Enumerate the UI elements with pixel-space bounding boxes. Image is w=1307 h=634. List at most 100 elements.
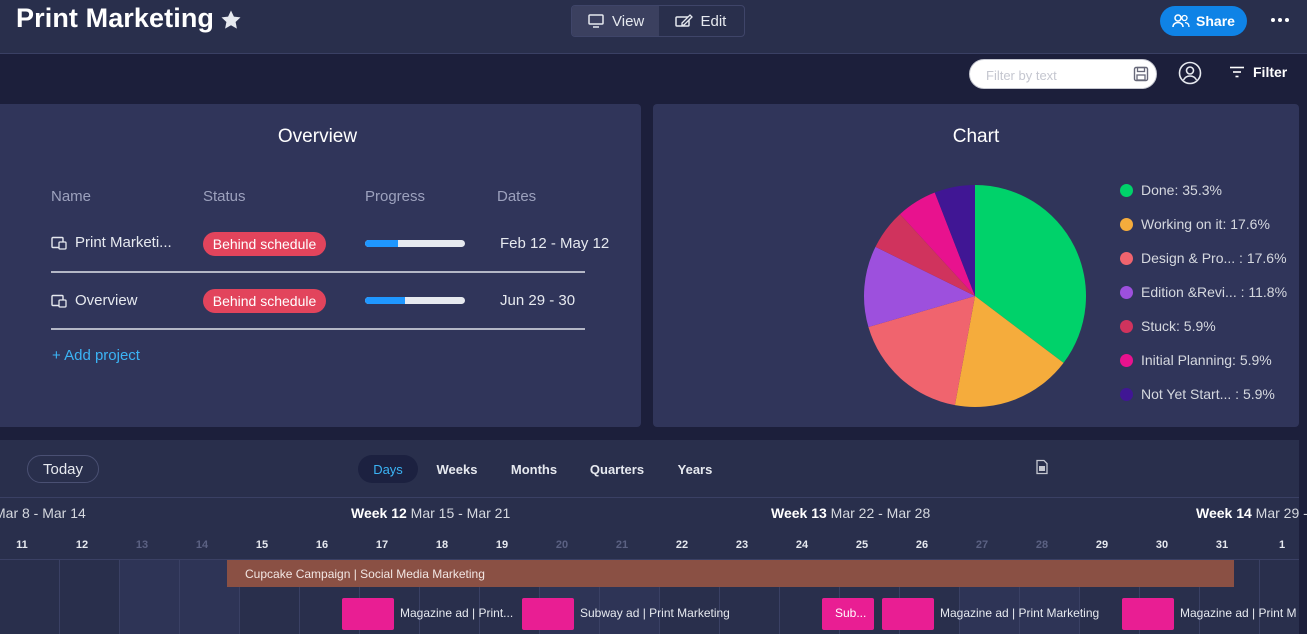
pie-slice-working-on-it[interactable]: [954, 296, 1064, 407]
today-button[interactable]: Today: [27, 455, 99, 483]
save-icon[interactable]: [1133, 66, 1149, 82]
person-filter-icon[interactable]: [1178, 61, 1202, 85]
filter-button[interactable]: Filter: [1229, 64, 1287, 80]
overview-title: Overview: [277, 126, 358, 147]
day-label: 11: [16, 539, 28, 551]
view-button[interactable]: View: [572, 6, 659, 36]
grid-line: [59, 560, 60, 634]
grid-line: [719, 560, 720, 634]
tab-days[interactable]: Days: [358, 455, 418, 483]
row-divider: [51, 328, 585, 330]
legend-label: Initial Planning: 5.9%: [1141, 352, 1272, 368]
grid-line: [959, 560, 960, 634]
tab-years[interactable]: Years: [677, 461, 713, 477]
project-row-name[interactable]: Overview: [51, 292, 138, 309]
day-label: 16: [315, 539, 329, 551]
day-label: 30: [1155, 539, 1169, 551]
monitor-icon: [588, 14, 604, 28]
pie-slice-done[interactable]: [975, 185, 1086, 363]
day-label: 20: [555, 539, 569, 551]
pie-slice-stuck[interactable]: [875, 214, 975, 296]
legend-label: Done: 35.3%: [1141, 182, 1222, 198]
grid-line: [299, 560, 300, 634]
star-icon[interactable]: [219, 8, 243, 32]
day-label: 1: [1278, 539, 1286, 551]
day-label: 19: [495, 539, 509, 551]
grid-line: [359, 560, 360, 634]
grid-line: [239, 560, 240, 634]
legend-label: Working on it: 17.6%: [1141, 216, 1270, 232]
row-divider: [51, 271, 585, 273]
filter-input[interactable]: [986, 66, 1126, 84]
more-options-button[interactable]: [1268, 10, 1292, 30]
filter-icon: [1230, 66, 1244, 78]
tab-months[interactable]: Months: [510, 461, 558, 477]
week-label: Week 13 Mar 22 - Mar 28: [771, 505, 931, 521]
grid-line: [899, 560, 900, 634]
status-badge[interactable]: Behind schedule: [203, 232, 326, 256]
export-icon[interactable]: [1034, 459, 1050, 475]
timeline-item-label: Magazine ad | Print...: [400, 606, 514, 620]
project-dates: Feb 12 - May 12: [500, 235, 610, 252]
legend-swatch: [1120, 217, 1133, 231]
day-label: 14: [195, 539, 209, 551]
tab-weeks[interactable]: Weeks: [436, 461, 478, 477]
edit-button[interactable]: Edit: [659, 6, 745, 36]
share-button[interactable]: Share: [1160, 6, 1247, 36]
legend-swatch: [1120, 183, 1133, 197]
timeline-item-label: Sub...: [835, 606, 867, 620]
board-toolbar: Filter: [0, 55, 1307, 104]
timeline-widget: Today Days Weeks Months Quarters Years M…: [0, 440, 1307, 634]
timeline-item[interactable]: [882, 598, 934, 630]
board-title[interactable]: Print Marketing: [16, 3, 215, 33]
project-name: Overview: [75, 292, 138, 309]
chart-widget: Chart Done: 35.3% Working on it: 17.6% Des…: [653, 104, 1299, 427]
legend-item: Design & Pro... : 17.6%: [1120, 250, 1287, 266]
legend-item: Stuck: 5.9%: [1120, 318, 1216, 334]
timeline-divider: [0, 559, 1299, 560]
filter-box: [969, 59, 1157, 89]
status-badge[interactable]: Behind schedule: [203, 289, 326, 313]
timeline-item-campaign[interactable]: Cupcake Campaign | Social Media Marketin…: [227, 560, 1234, 587]
day-label: 27: [975, 539, 989, 551]
grid-line: [1079, 560, 1080, 634]
overview-widget: Overview Name Status Progress Dates Prin…: [0, 104, 641, 427]
grid-line: [479, 560, 480, 634]
pie-slice-not-yet-start[interactable]: [934, 185, 975, 296]
timeline-item[interactable]: [342, 598, 394, 630]
grid-line: [1139, 560, 1140, 634]
grid-line: [179, 560, 180, 634]
day-label: 12: [75, 539, 89, 551]
week-label: Week 14 Mar 29 -: [1196, 505, 1307, 521]
add-project-link[interactable]: + Add project: [52, 347, 140, 364]
edit-label: Edit: [700, 12, 727, 30]
column-header-progress: Progress: [365, 188, 426, 205]
legend-label: Edition &Revi... : 11.8%: [1141, 284, 1288, 300]
board-header: Print Marketing View Edit Share: [0, 0, 1307, 54]
project-row-name[interactable]: Print Marketi...: [51, 234, 172, 251]
view-label: View: [612, 12, 645, 30]
project-dates: Jun 29 - 30: [500, 292, 576, 309]
grid-line: [1259, 560, 1260, 634]
timeline-item-label: Magazine ad | Print M: [1180, 606, 1297, 620]
grid-line: [659, 560, 660, 634]
pie-slice-initial-planning[interactable]: [900, 192, 975, 296]
timeline-item[interactable]: [522, 598, 574, 630]
day-label: 18: [435, 539, 449, 551]
pie-slice-edition-revi[interactable]: [864, 246, 975, 327]
legend-item: Done: 35.3%: [1120, 182, 1222, 198]
day-label: 17: [375, 539, 389, 551]
pie-slice-design-pro[interactable]: [868, 296, 975, 406]
day-label: 21: [615, 539, 629, 551]
tab-quarters[interactable]: Quarters: [589, 461, 645, 477]
column-header-dates: Dates: [497, 188, 537, 205]
progress-bar: [365, 297, 465, 304]
day-label: 25: [855, 539, 869, 551]
timeline-item[interactable]: [822, 598, 874, 630]
timeline-item-label: Subway ad | Print Marketing: [580, 606, 730, 620]
project-name: Print Marketi...: [75, 234, 172, 251]
grid-line: [419, 560, 420, 634]
day-label: 31: [1215, 539, 1229, 551]
week-label: Week 12 Mar 15 - Mar 21: [351, 505, 511, 521]
timeline-item[interactable]: [1122, 598, 1174, 630]
